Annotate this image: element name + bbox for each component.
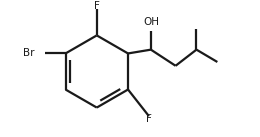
Text: F: F	[146, 114, 152, 124]
Text: F: F	[94, 1, 100, 11]
Text: Br: Br	[23, 48, 34, 58]
Text: OH: OH	[143, 17, 159, 27]
